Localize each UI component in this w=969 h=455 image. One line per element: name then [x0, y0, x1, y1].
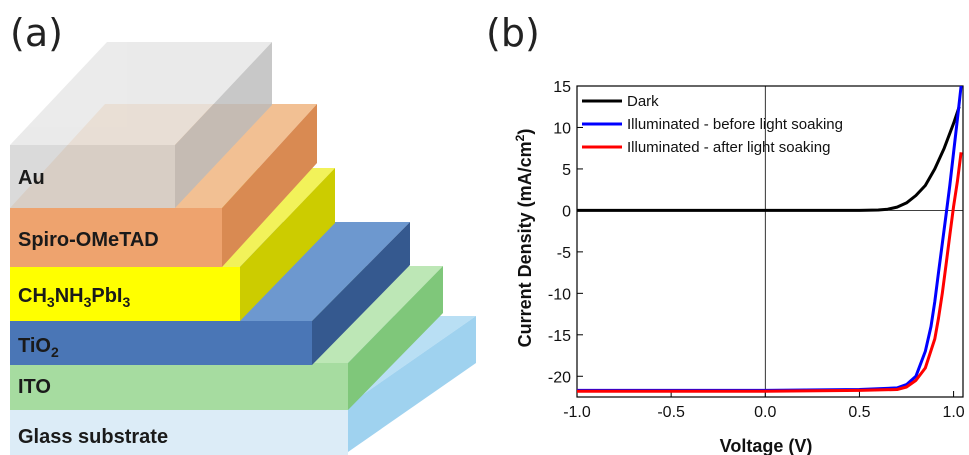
x-axis-ticks: -1.0 -0.5 0.0 0.5 1.0	[563, 391, 965, 421]
layer-label-glass: Glass substrate	[18, 426, 168, 448]
layer-au-side	[175, 42, 272, 208]
chart-series-group	[577, 85, 963, 393]
legend-label-3: Illuminated - after light soaking	[627, 139, 830, 156]
series-line-3	[577, 152, 963, 393]
y-tick-label: -15	[548, 328, 571, 345]
layer-ito-front	[10, 363, 348, 410]
panel-b-label: (b)	[486, 11, 540, 55]
layer-spiro-side	[222, 104, 317, 267]
series-line-1	[577, 106, 961, 212]
x-tick-label: -1.0	[563, 404, 591, 421]
layer-tio2-front	[10, 321, 312, 365]
layer-stack-diagram: Glass substrate ITO TiO2 CH3NH3PbI3 Spir…	[10, 42, 476, 455]
x-tick-label: -0.5	[657, 404, 685, 421]
y-tick-label: -10	[548, 286, 571, 303]
y-tick-label: -20	[548, 369, 571, 386]
legend-label-2: Illuminated - before light soaking	[627, 116, 843, 133]
layer-label-tio2: TiO2	[18, 335, 59, 360]
y-tick-label: 15	[553, 79, 571, 96]
chart-legend: Dark Illuminated - before light soaking Il…	[582, 93, 843, 156]
layer-au-front	[10, 145, 175, 208]
layer-au-top	[10, 42, 272, 145]
layer-label-ito: ITO	[18, 376, 51, 398]
y-tick-label: 10	[553, 120, 571, 137]
layer-spiro-front	[10, 208, 222, 267]
layer-tio2-side	[312, 222, 410, 365]
layer-label-spiro: Spiro-OMeTAD	[18, 229, 159, 251]
layer-label-au: Au	[18, 167, 45, 189]
x-tick-label: 0.5	[848, 404, 870, 421]
y-axis-ticks: 15 10 5 0 -5 -10 -15 -20	[548, 79, 583, 386]
legend-label-1: Dark	[627, 93, 659, 110]
layer-au	[10, 42, 272, 208]
layer-glass-side	[348, 316, 476, 452]
chart-plot-area	[576, 85, 964, 398]
panel-a-label: (a)	[10, 11, 63, 55]
layer-perovskite-side	[240, 168, 335, 321]
y-tick-label: 0	[562, 203, 571, 220]
series-line-2	[577, 85, 963, 392]
layer-ito-side	[348, 266, 443, 410]
y-axis-title: Current Density (mA/cm2)	[513, 129, 535, 348]
x-tick-label: 0.0	[754, 404, 776, 421]
x-tick-label: 1.0	[942, 404, 964, 421]
y-tick-label: 5	[562, 162, 571, 179]
layer-glass-front	[10, 405, 348, 455]
plot-frame	[576, 85, 964, 398]
x-axis-title: Voltage (V)	[720, 436, 813, 455]
layer-label-perovskite: CH3NH3PbI3	[18, 285, 131, 310]
layer-perovskite-front	[10, 267, 240, 321]
y-tick-label: -5	[557, 245, 571, 262]
